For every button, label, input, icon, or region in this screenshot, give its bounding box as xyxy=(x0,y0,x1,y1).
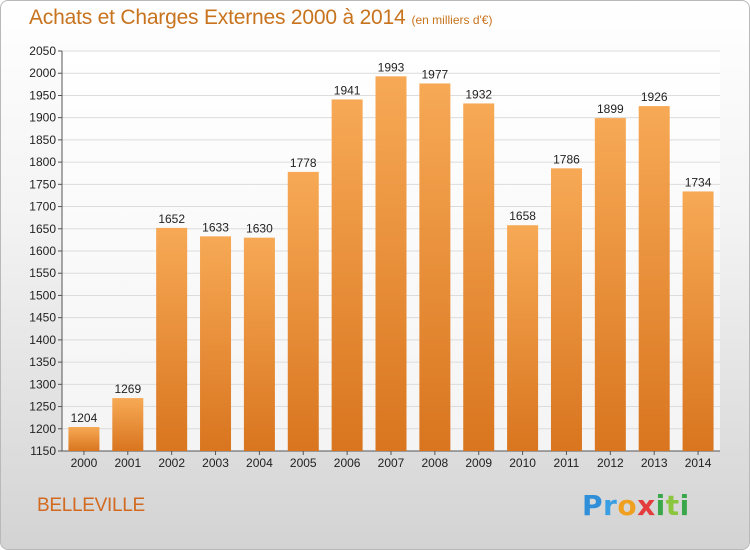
chart-subtitle: (en milliers d'€) xyxy=(411,13,493,27)
x-tick-label: 2001 xyxy=(114,456,141,470)
y-tick-label: 1150 xyxy=(30,444,56,458)
x-tick-label: 2010 xyxy=(509,456,536,470)
x-tick-label: 2004 xyxy=(246,456,273,470)
data-label: 1932 xyxy=(465,87,492,101)
y-tick-label: 1700 xyxy=(29,200,56,214)
logo-letter: P xyxy=(582,489,604,522)
bar xyxy=(200,236,232,451)
data-label: 1993 xyxy=(378,60,405,74)
city-name: BELLEVILLE xyxy=(37,495,145,516)
bar xyxy=(68,427,100,451)
data-label: 1633 xyxy=(202,220,229,234)
proxiti-logo: Proxiti xyxy=(582,489,690,522)
logo-letter: i xyxy=(679,489,690,522)
y-tick-label: 1400 xyxy=(29,333,56,347)
bar xyxy=(419,83,451,451)
x-tick-label: 2009 xyxy=(465,456,492,470)
x-tick-label: 2014 xyxy=(685,456,712,470)
y-tick-label: 1900 xyxy=(29,111,56,125)
y-tick-label: 2000 xyxy=(29,66,56,80)
y-tick-label: 1300 xyxy=(29,377,56,391)
x-tick-label: 2005 xyxy=(290,456,317,470)
data-label: 1977 xyxy=(422,67,449,81)
data-label: 1941 xyxy=(334,83,361,97)
bar xyxy=(463,103,495,451)
y-tick-label: 1450 xyxy=(29,311,56,325)
y-tick-label: 2050 xyxy=(29,44,56,58)
bar xyxy=(638,106,670,451)
data-label: 1204 xyxy=(71,411,98,425)
x-tick-label: 2000 xyxy=(71,456,98,470)
y-tick-label: 1600 xyxy=(29,244,56,258)
logo-letter: r xyxy=(603,489,618,522)
bar xyxy=(594,118,626,451)
data-label: 1269 xyxy=(114,382,141,396)
y-tick-label: 1250 xyxy=(29,400,56,414)
bar xyxy=(682,191,714,451)
y-tick-label: 1850 xyxy=(29,133,56,147)
y-tick-label: 1800 xyxy=(29,155,56,169)
y-tick-label: 1200 xyxy=(29,422,56,436)
bar xyxy=(507,225,539,451)
bar xyxy=(112,398,144,451)
y-tick-label: 1950 xyxy=(29,88,56,102)
data-label: 1778 xyxy=(290,156,317,170)
data-label: 1786 xyxy=(553,152,580,166)
bar xyxy=(243,237,275,451)
y-tick-label: 1750 xyxy=(29,177,56,191)
x-tick-label: 2008 xyxy=(422,456,449,470)
x-tick-label: 2007 xyxy=(378,456,405,470)
bar xyxy=(375,76,407,451)
data-label: 1630 xyxy=(246,222,273,236)
y-tick-label: 1500 xyxy=(29,288,56,302)
x-tick-label: 2012 xyxy=(597,456,624,470)
logo-letter: i xyxy=(655,489,666,522)
x-tick-label: 2003 xyxy=(202,456,229,470)
data-label: 1658 xyxy=(509,209,536,223)
chart-title-main: Achats et Charges Externes 2000 à 2014 xyxy=(29,6,406,29)
x-tick-label: 2002 xyxy=(158,456,185,470)
bar xyxy=(156,227,188,451)
y-tick-label: 1650 xyxy=(29,222,56,236)
y-tick-label: 1550 xyxy=(29,266,56,280)
y-tick-label: 1350 xyxy=(29,355,56,369)
bar xyxy=(550,168,582,452)
bar xyxy=(331,99,363,451)
x-tick-label: 2011 xyxy=(554,456,580,470)
bar xyxy=(287,171,319,451)
logo-letter: t xyxy=(665,489,680,522)
logo-letter: x xyxy=(637,489,656,522)
data-label: 1652 xyxy=(158,212,185,226)
x-tick-label: 2013 xyxy=(641,456,668,470)
data-label: 1926 xyxy=(641,90,668,104)
chart-title: Achats et Charges Externes 2000 à 2014 (e… xyxy=(29,6,492,30)
data-label: 1899 xyxy=(597,102,624,116)
logo-letter: o xyxy=(617,489,638,522)
data-label: 1734 xyxy=(685,175,712,189)
x-tick-label: 2006 xyxy=(334,456,361,470)
